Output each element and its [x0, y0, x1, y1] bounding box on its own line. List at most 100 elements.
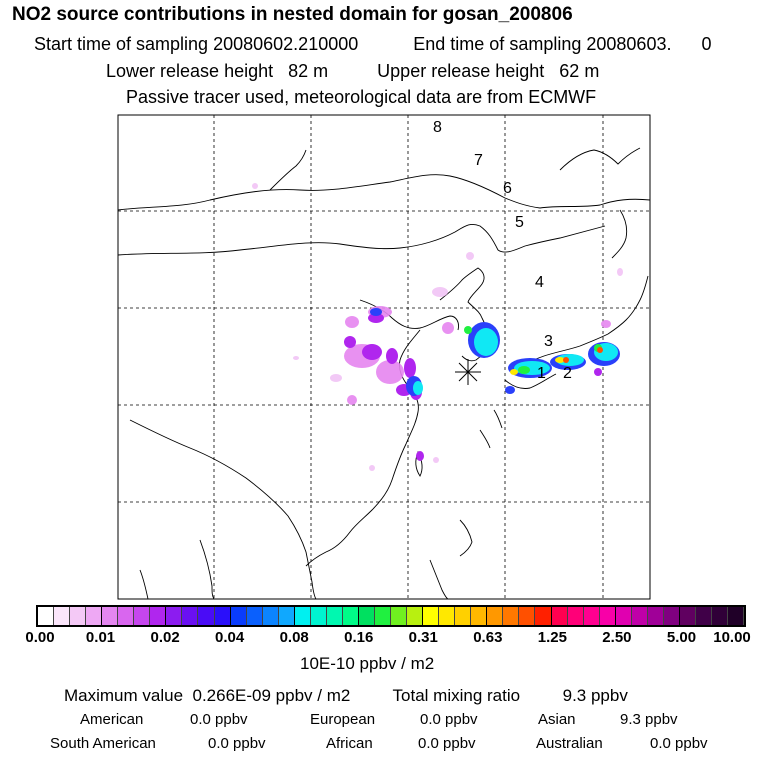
colorbar-cell [374, 607, 392, 625]
sampling-time-line: Start time of sampling 20080602.210000 E… [34, 34, 712, 55]
colorbar-cell [278, 607, 295, 625]
colorbar-tick-label: 1.25 [537, 629, 567, 646]
colorbar-cell [647, 607, 664, 625]
colorbar-cell [198, 607, 215, 625]
colorbar [36, 605, 746, 627]
colorbar-cell [358, 607, 375, 625]
region-name-asian: Asian [538, 711, 576, 728]
colorbar-cell [423, 607, 440, 625]
region-value-south-american: 0.0 ppbv [208, 735, 266, 752]
colorbar-cell [503, 607, 520, 625]
colorbar-cell [615, 607, 632, 625]
colorbar-cell [695, 607, 712, 625]
trajectory-label-4: 4 [535, 274, 544, 291]
colorbar-tick-label: 0.16 [344, 629, 374, 646]
tracer-note: Passive tracer used, meteorological data… [126, 87, 597, 107]
total-mixing-value: 9.3 ppbv [562, 686, 628, 705]
total-mixing-label: Total mixing ratio [392, 686, 521, 705]
colorbar-cell [326, 607, 343, 625]
colorbar-cell [535, 607, 552, 625]
region-value-european: 0.0 ppbv [420, 711, 478, 728]
map-panel: 1 2 3 4 5 6 7 8 [117, 114, 651, 600]
colorbar-tick-label: 2.50 [602, 629, 632, 646]
summary-line: Maximum value 0.266E-09 ppbv / m2 Total … [64, 686, 628, 706]
trajectory-label-2: 2 [563, 365, 572, 382]
colorbar-cell [391, 607, 408, 625]
lower-height-value: 82 m [288, 61, 329, 81]
colorbar-tick-label: 0.01 [85, 629, 116, 646]
end-time-hour: 0 [701, 34, 712, 54]
region-value-australian: 0.0 ppbv [650, 735, 708, 752]
colorbar-cell [631, 607, 648, 625]
max-value: 0.266E-09 ppbv / m2 [192, 686, 351, 705]
colorbar-tick-label: 10.00 [713, 629, 751, 646]
colorbar-tick-label: 0.00 [25, 629, 55, 646]
no2-plume [252, 183, 623, 471]
colorbar-cell [407, 607, 424, 625]
end-time-value: 20080603. [586, 34, 672, 54]
colorbar-cell [86, 607, 103, 625]
colorbar-cell [439, 607, 456, 625]
trajectory-label-7: 7 [474, 152, 483, 169]
colorbar-cell [567, 607, 584, 625]
release-height-line: Lower release height 82 m Upper release … [106, 61, 599, 82]
lower-height-label: Lower release height [106, 61, 274, 81]
colorbar-ticks: 0.00 0.01 0.02 0.04 0.08 0.16 0.31 0.63 1.25 2.50… [0, 629, 768, 651]
colorbar-cell [214, 607, 231, 625]
colorbar-cell [118, 607, 135, 625]
upper-height-value: 62 m [559, 61, 600, 81]
colorbar-cell [728, 607, 745, 625]
colorbar-cell [663, 607, 680, 625]
colorbar-tick-label: 0.02 [150, 629, 180, 646]
trajectory-label-5: 5 [515, 214, 524, 231]
colorbar-cell [455, 607, 472, 625]
colorbar-cell [262, 607, 279, 625]
colorbar-cell [182, 607, 199, 625]
colorbar-cell [102, 607, 119, 625]
colorbar-cell [583, 607, 600, 625]
colorbar-tick-label: 0.63 [473, 629, 503, 646]
region-name-south-american: South American [50, 735, 156, 752]
colorbar-cell [54, 607, 71, 625]
map-title: NO2 source contributions in nested domai… [12, 4, 573, 25]
region-value-asian: 9.3 ppbv [620, 711, 678, 728]
colorbar-cell [246, 607, 263, 625]
colorbar-cell [679, 607, 696, 625]
start-time-label: Start time of sampling [34, 34, 209, 54]
region-name-african: African [326, 735, 373, 752]
trajectory-label-1: 1 [537, 365, 546, 382]
colorbar-cell [599, 607, 616, 625]
star-marker-icon [455, 359, 481, 385]
colorbar-cell [487, 607, 504, 625]
colorbar-cell [310, 607, 327, 625]
colorbar-tick-label: 0.31 [408, 629, 438, 646]
start-time-value: 20080602.210000 [213, 34, 359, 54]
colorbar-cell [519, 607, 536, 625]
colorbar-tick-label: 5.00 [666, 629, 697, 646]
max-value-label: Maximum value [64, 686, 184, 705]
trajectory-label-6: 6 [503, 180, 512, 197]
end-time-label: End time of sampling [413, 34, 582, 54]
region-value-american: 0.0 ppbv [190, 711, 248, 728]
trajectory-label-8: 8 [433, 119, 442, 136]
trajectory-label-3: 3 [544, 333, 553, 350]
colorbar-cell [166, 607, 183, 625]
colorbar-cell [711, 607, 729, 625]
colorbar-tick-label: 0.04 [215, 629, 245, 646]
colorbar-cell [134, 607, 151, 625]
colorbar-cell [70, 607, 87, 625]
region-value-african: 0.0 ppbv [418, 735, 476, 752]
colorbar-cell [294, 607, 311, 625]
colorbar-cell [342, 607, 359, 625]
colorbar-cell [471, 607, 488, 625]
region-name-australian: Australian [536, 735, 603, 752]
colorbar-cell [230, 607, 247, 625]
colorbar-cell [551, 607, 568, 625]
region-name-american: American [80, 711, 144, 728]
colorbar-tick-label: 0.08 [279, 629, 309, 646]
upper-height-label: Upper release height [377, 61, 545, 81]
colorbar-cell [150, 607, 167, 625]
colorbar-cell [38, 607, 55, 625]
colorbar-unit: 10E-10 ppbv / m2 [300, 654, 435, 673]
region-name-european: European [310, 711, 376, 728]
